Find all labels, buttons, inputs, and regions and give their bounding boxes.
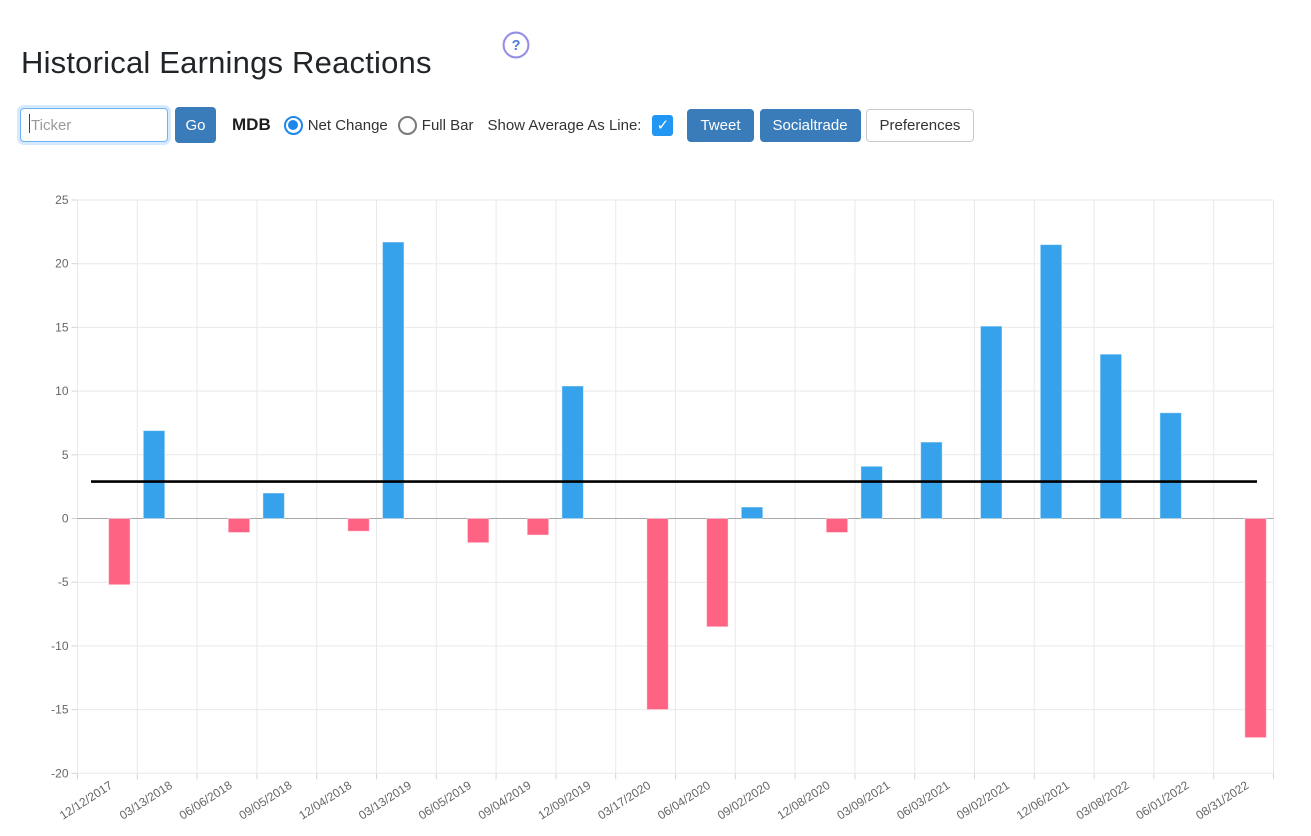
tweet-button[interactable]: Tweet: [687, 108, 754, 142]
x-axis-label: 06/05/2019: [416, 778, 474, 823]
toolbar: Go MDB Net Change Full Bar Show Average …: [20, 106, 975, 144]
negative-bar[interactable]: [108, 518, 131, 586]
x-axis-label: 06/01/2022: [1133, 778, 1191, 823]
checkmark-icon: ✓: [656, 117, 670, 134]
x-axis-label: 12/06/2021: [1014, 778, 1072, 823]
x-axis-label: 12/04/2018: [296, 778, 354, 823]
y-axis-label: 0: [62, 512, 69, 526]
negative-bar[interactable]: [646, 518, 669, 711]
socialtrade-button[interactable]: Socialtrade: [759, 108, 861, 142]
positive-bar[interactable]: [1039, 244, 1063, 520]
help-icon[interactable]: ?: [502, 31, 530, 59]
x-axis-label: 03/09/2021: [834, 778, 892, 823]
y-axis-label: 15: [55, 320, 69, 334]
positive-bar[interactable]: [262, 492, 285, 519]
x-axis-label: 03/13/2019: [356, 778, 414, 823]
page-title: Historical Earnings Reactions: [21, 44, 432, 80]
y-axis-label: 20: [55, 257, 69, 271]
x-axis-label: 06/06/2018: [177, 778, 235, 823]
positive-bar[interactable]: [142, 430, 166, 519]
positive-bar[interactable]: [1159, 412, 1182, 519]
x-axis-label: 09/02/2021: [954, 778, 1012, 823]
preferences-button[interactable]: Preferences: [865, 108, 975, 142]
radio-unselected-icon: [397, 115, 417, 135]
y-axis-label: 5: [62, 448, 69, 462]
negative-bar[interactable]: [347, 518, 370, 532]
negative-bar[interactable]: [825, 518, 849, 534]
radio-net-change[interactable]: Net Change: [283, 115, 388, 135]
bar-mode-radio-group: Net Change Full Bar: [283, 115, 474, 135]
question-mark-glyph: ?: [512, 38, 521, 54]
negative-bar[interactable]: [466, 518, 490, 544]
negative-bar[interactable]: [526, 518, 550, 536]
ticker-symbol-label: MDB: [232, 115, 271, 134]
radio-full-bar[interactable]: Full Bar: [397, 115, 474, 135]
x-axis-label: 12/12/2017: [57, 778, 115, 823]
x-axis-label: 03/13/2018: [117, 778, 175, 823]
radio-net-change-label: Net Change: [307, 116, 388, 134]
x-axis-label: 12/09/2019: [535, 778, 593, 823]
x-axis-label: 03/08/2022: [1074, 778, 1132, 823]
negative-bar[interactable]: [706, 518, 729, 628]
x-axis-label: 09/02/2020: [715, 778, 773, 823]
x-axis-label: 12/08/2020: [775, 778, 833, 823]
positive-bar[interactable]: [1099, 353, 1123, 519]
show-average-checkbox[interactable]: ✓: [652, 114, 674, 136]
x-axis-label: 03/17/2020: [595, 778, 653, 823]
x-axis-label: 06/03/2021: [894, 778, 952, 823]
y-axis-label: 25: [55, 193, 69, 207]
negative-bar[interactable]: [1244, 518, 1267, 739]
positive-bar[interactable]: [979, 325, 1003, 519]
positive-bar[interactable]: [860, 465, 883, 519]
positive-bar[interactable]: [561, 385, 584, 519]
y-axis-label: -15: [51, 703, 69, 717]
y-axis-label: -10: [51, 639, 69, 653]
positive-bar[interactable]: [381, 241, 405, 520]
x-axis-label: 08/31/2022: [1193, 778, 1251, 823]
text-caret: [29, 114, 30, 133]
y-axis-label: -20: [51, 766, 69, 780]
x-axis-label: 09/04/2019: [476, 778, 534, 823]
y-axis-label: -5: [58, 575, 69, 589]
y-axis-label: 10: [55, 384, 69, 398]
x-axis-label: 09/05/2018: [236, 778, 294, 823]
ticker-input[interactable]: [20, 108, 168, 142]
x-axis-label: 06/04/2020: [655, 778, 713, 823]
positive-bar[interactable]: [740, 506, 764, 519]
radio-full-bar-label: Full Bar: [421, 116, 474, 134]
negative-bar[interactable]: [227, 518, 251, 534]
show-average-label: Show Average As Line:: [487, 116, 642, 134]
radio-selected-icon: [283, 115, 303, 135]
go-button[interactable]: Go: [175, 107, 216, 143]
